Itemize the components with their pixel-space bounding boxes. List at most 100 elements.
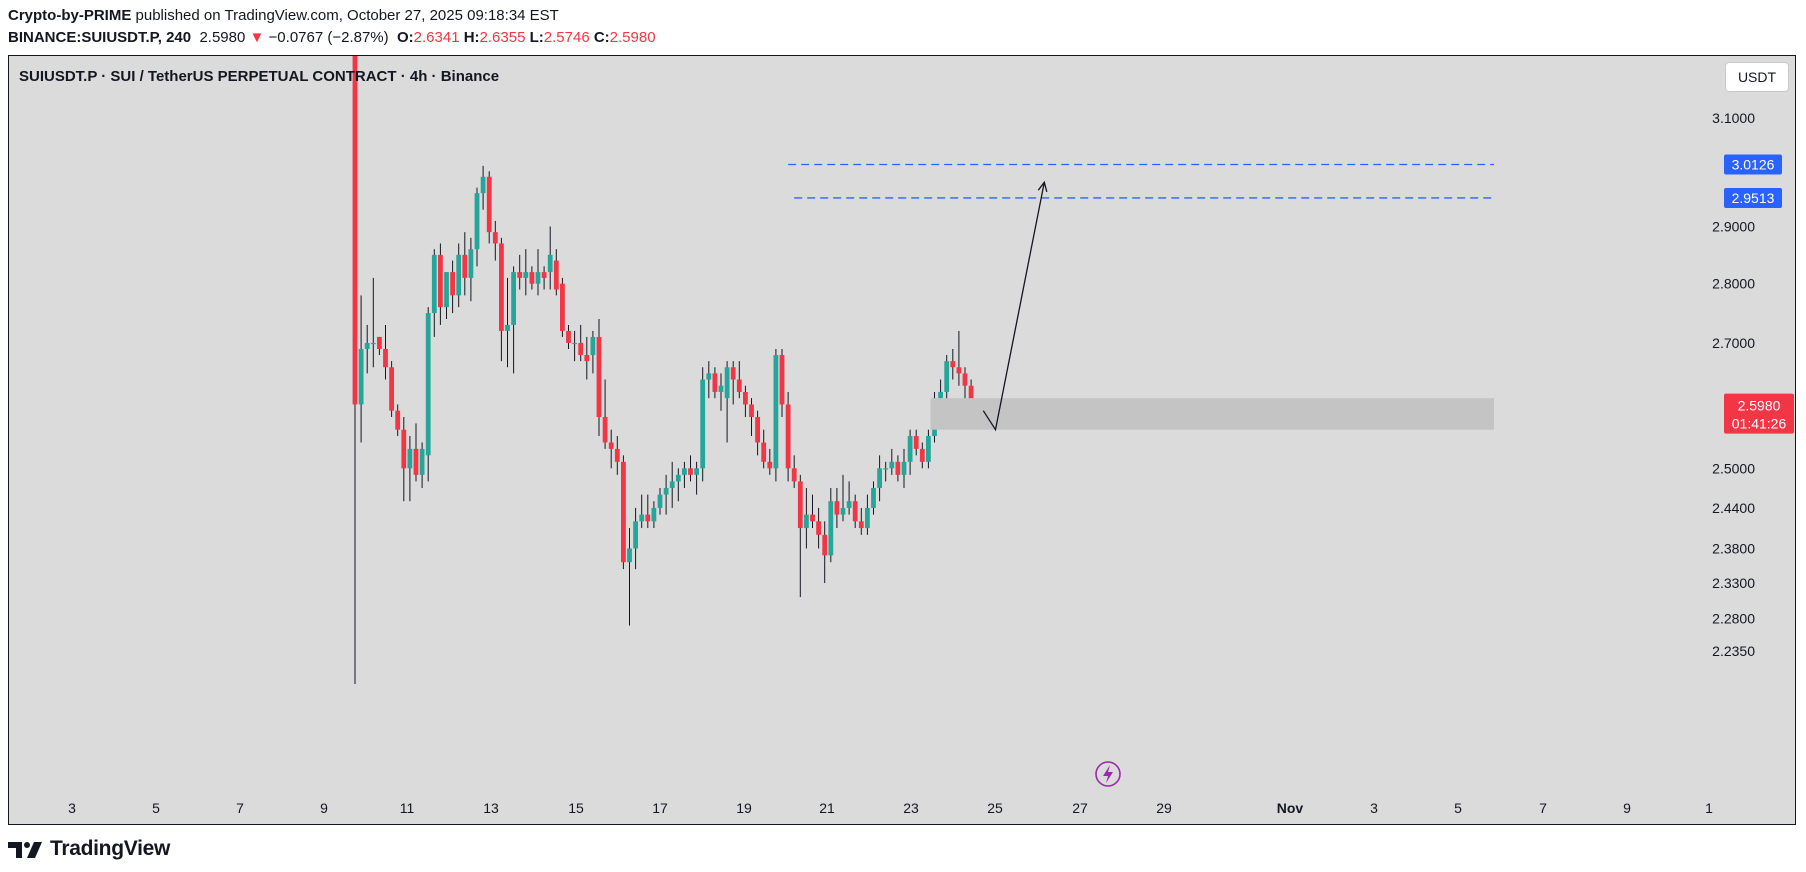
candle-body (584, 355, 590, 362)
low-value: 2.5746 (543, 29, 590, 46)
candle-body (871, 487, 876, 508)
countdown-label: 01:41:26 (1732, 416, 1787, 432)
x-tick-label: 27 (1072, 800, 1088, 816)
low-label: L: (529, 29, 544, 46)
candle-body (480, 176, 486, 194)
candle-body (926, 436, 931, 462)
author-name[interactable]: Crypto-by-PRIME (8, 7, 132, 24)
y-tick-label: 2.7000 (1712, 335, 1755, 351)
candle-body (645, 514, 651, 522)
y-tick-label: 2.5000 (1712, 460, 1755, 476)
candle-body (950, 361, 956, 368)
candle-body (590, 336, 596, 356)
candle-body (858, 521, 864, 529)
candle-body (468, 249, 474, 278)
candle-body (517, 272, 523, 278)
close-value: 2.5980 (609, 29, 656, 46)
candle-body (736, 379, 742, 392)
y-tick-label: 2.8000 (1712, 276, 1755, 292)
candle-body (779, 355, 785, 405)
x-tick-label: 11 (400, 800, 415, 816)
y-tick-label: 3.1000 (1712, 110, 1755, 126)
y-tick-label: 2.3300 (1712, 575, 1755, 591)
candle-body (706, 373, 712, 380)
candle-body (907, 436, 913, 462)
x-tick-label: 19 (736, 800, 752, 816)
candle-body (810, 514, 815, 522)
x-tick-label: 25 (987, 800, 1003, 816)
candle-body (633, 521, 638, 549)
candle-body (547, 254, 553, 273)
candle-body (395, 410, 401, 430)
projection-arrowhead (1037, 180, 1048, 193)
candle-body (541, 272, 547, 278)
candle-body (755, 417, 760, 443)
candle-body (730, 367, 736, 380)
candle-body (608, 442, 614, 449)
candle-body (578, 342, 584, 356)
candle-body (840, 507, 846, 515)
x-tick-label: 9 (1623, 800, 1631, 816)
candle-body (499, 243, 504, 331)
candle-body (377, 336, 382, 349)
x-tick-label: Nov (1277, 800, 1304, 816)
projection-path (982, 182, 1045, 432)
candle-body (834, 501, 840, 515)
candle-body (614, 448, 620, 462)
close-label: C: (593, 29, 610, 46)
candle-body (889, 461, 895, 469)
candle-body (700, 379, 706, 469)
price-chart[interactable]: 3.1000 2.9000 2.8000 2.7000 2.5000 2.4400 2.38… (9, 56, 1796, 825)
y-tick-label: 2.4400 (1712, 500, 1755, 516)
candle-body (791, 468, 797, 482)
candle-body (389, 367, 394, 411)
candle-body (407, 448, 413, 469)
x-tick-label: 1 (1705, 800, 1713, 816)
lightning-bolt-icon (1103, 765, 1113, 783)
x-tick-label: 21 (819, 800, 835, 816)
y-tick-label: 2.2350 (1712, 643, 1755, 659)
last-price-tag (1724, 393, 1794, 434)
x-tick-label: 3 (1370, 800, 1378, 816)
change-down-icon: ▼ (249, 29, 265, 46)
candle-body (663, 487, 669, 495)
upper-target-price-label: 3.0126 (1732, 156, 1775, 172)
x-tick-label: 15 (568, 800, 584, 816)
last-price-label: 2.5980 (1738, 398, 1781, 414)
x-tick-label: 29 (1156, 800, 1172, 816)
candle-body (938, 391, 943, 399)
candle-body (895, 461, 901, 475)
candle-body (944, 361, 950, 392)
tradingview-brand[interactable]: TradingView (8, 836, 170, 862)
lower-target-price-tag (1724, 187, 1782, 208)
chart-panel[interactable]: 3.1000 2.9000 2.8000 2.7000 2.5000 2.4400 2.38… (8, 55, 1796, 825)
candle-body (675, 474, 681, 482)
candle-body (718, 385, 724, 392)
candle-body (749, 404, 754, 418)
symbol-label: BINANCE:SUIUSDT.P, 240 (8, 29, 192, 46)
currency-button[interactable]: USDT (1725, 62, 1789, 92)
candle-body (669, 481, 675, 488)
candle-body (761, 442, 767, 462)
candle-body (627, 548, 632, 563)
candle-body (804, 514, 809, 529)
candle-body (962, 373, 968, 386)
change-value: −0.0767 (−2.87%) (268, 29, 389, 46)
candle-body (688, 468, 693, 475)
candle-body (743, 391, 748, 405)
candle-body (651, 507, 657, 522)
candle-body (505, 324, 510, 331)
candle-body (438, 254, 443, 308)
high-label: H: (463, 29, 480, 46)
candle-body (822, 534, 828, 556)
demand-zone (930, 398, 1494, 430)
candle-body (724, 367, 730, 399)
candle-body (413, 448, 419, 475)
x-tick-label: 9 (320, 800, 328, 816)
tradingview-logo-icon (8, 842, 42, 858)
candle-body (383, 348, 388, 368)
last-price-value: 2.5980 (199, 29, 246, 46)
x-tick-label: 13 (483, 800, 499, 816)
candle-body (450, 272, 455, 296)
candle-body (883, 468, 889, 470)
